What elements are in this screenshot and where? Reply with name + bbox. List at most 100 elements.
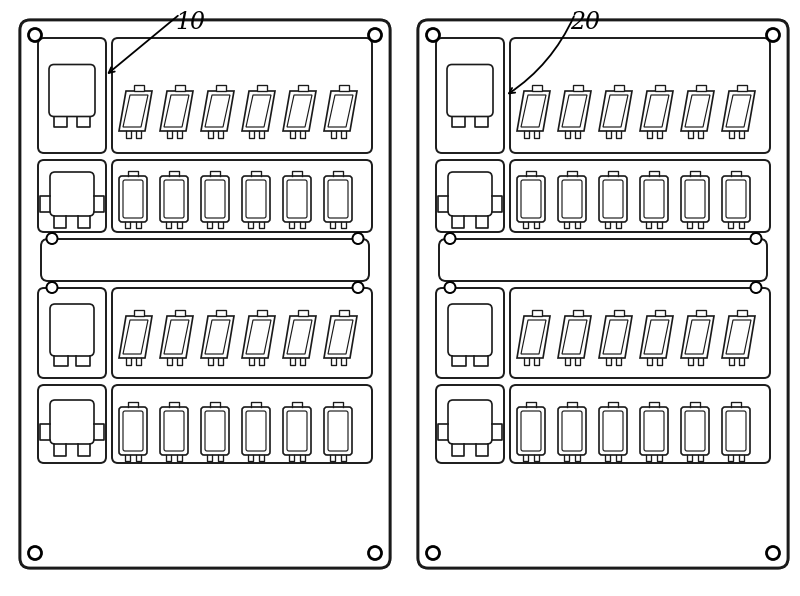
Polygon shape [697, 310, 706, 316]
Polygon shape [324, 316, 357, 358]
FancyBboxPatch shape [681, 176, 709, 222]
Polygon shape [644, 95, 669, 127]
Polygon shape [328, 95, 353, 127]
FancyBboxPatch shape [38, 288, 106, 378]
FancyBboxPatch shape [201, 176, 229, 222]
FancyBboxPatch shape [603, 411, 623, 451]
FancyBboxPatch shape [599, 407, 627, 455]
Circle shape [353, 282, 363, 293]
Polygon shape [726, 95, 751, 127]
Circle shape [46, 282, 58, 293]
Polygon shape [339, 310, 349, 316]
FancyBboxPatch shape [436, 288, 504, 378]
FancyBboxPatch shape [112, 160, 372, 232]
Polygon shape [640, 91, 673, 131]
FancyBboxPatch shape [246, 411, 266, 451]
FancyBboxPatch shape [38, 160, 106, 232]
Polygon shape [726, 320, 751, 354]
Polygon shape [533, 85, 542, 91]
Polygon shape [558, 316, 591, 358]
Text: 20: 20 [570, 11, 600, 34]
Polygon shape [599, 91, 632, 131]
FancyBboxPatch shape [640, 407, 668, 455]
FancyBboxPatch shape [510, 385, 770, 463]
Polygon shape [205, 320, 230, 354]
FancyBboxPatch shape [242, 176, 270, 222]
FancyBboxPatch shape [123, 411, 143, 451]
FancyBboxPatch shape [436, 385, 504, 463]
Polygon shape [123, 320, 148, 354]
FancyBboxPatch shape [726, 411, 746, 451]
FancyBboxPatch shape [201, 407, 229, 455]
FancyBboxPatch shape [510, 38, 770, 153]
Polygon shape [722, 91, 755, 131]
FancyBboxPatch shape [448, 304, 492, 356]
Polygon shape [217, 85, 226, 91]
FancyBboxPatch shape [328, 411, 348, 451]
FancyBboxPatch shape [119, 176, 147, 222]
FancyBboxPatch shape [112, 38, 372, 153]
Circle shape [46, 233, 58, 244]
Polygon shape [517, 91, 550, 131]
Polygon shape [164, 320, 189, 354]
FancyBboxPatch shape [448, 400, 492, 444]
Polygon shape [258, 85, 266, 91]
FancyBboxPatch shape [287, 411, 307, 451]
FancyBboxPatch shape [205, 180, 225, 218]
Polygon shape [738, 310, 746, 316]
FancyBboxPatch shape [283, 176, 311, 222]
FancyBboxPatch shape [517, 176, 545, 222]
FancyBboxPatch shape [436, 160, 504, 232]
Polygon shape [324, 91, 357, 131]
FancyBboxPatch shape [599, 176, 627, 222]
Polygon shape [644, 320, 669, 354]
FancyBboxPatch shape [324, 176, 352, 222]
Polygon shape [722, 316, 755, 358]
Polygon shape [201, 316, 234, 358]
FancyBboxPatch shape [287, 180, 307, 218]
FancyBboxPatch shape [164, 180, 184, 218]
Polygon shape [562, 320, 587, 354]
Polygon shape [283, 91, 316, 131]
Circle shape [29, 29, 42, 42]
Polygon shape [603, 95, 628, 127]
Circle shape [750, 233, 762, 244]
Polygon shape [517, 316, 550, 358]
FancyBboxPatch shape [123, 180, 143, 218]
Polygon shape [298, 85, 307, 91]
FancyBboxPatch shape [50, 172, 94, 216]
FancyBboxPatch shape [418, 20, 788, 568]
FancyBboxPatch shape [510, 160, 770, 232]
FancyBboxPatch shape [562, 411, 582, 451]
FancyBboxPatch shape [283, 407, 311, 455]
Text: 10: 10 [175, 11, 205, 34]
Polygon shape [123, 95, 148, 127]
FancyBboxPatch shape [328, 180, 348, 218]
FancyBboxPatch shape [49, 64, 95, 116]
FancyBboxPatch shape [722, 407, 750, 455]
FancyBboxPatch shape [164, 411, 184, 451]
Circle shape [369, 29, 382, 42]
Polygon shape [655, 310, 665, 316]
Polygon shape [160, 316, 193, 358]
Polygon shape [521, 320, 546, 354]
Circle shape [445, 233, 455, 244]
FancyBboxPatch shape [160, 176, 188, 222]
FancyBboxPatch shape [521, 411, 541, 451]
Circle shape [750, 282, 762, 293]
Polygon shape [685, 320, 710, 354]
Polygon shape [258, 310, 266, 316]
Polygon shape [685, 95, 710, 127]
FancyBboxPatch shape [685, 411, 705, 451]
Circle shape [369, 547, 382, 560]
Polygon shape [175, 310, 185, 316]
FancyBboxPatch shape [685, 180, 705, 218]
FancyBboxPatch shape [681, 407, 709, 455]
Circle shape [353, 233, 363, 244]
Polygon shape [640, 316, 673, 358]
FancyBboxPatch shape [722, 176, 750, 222]
Polygon shape [574, 85, 582, 91]
Polygon shape [562, 95, 587, 127]
FancyBboxPatch shape [558, 176, 586, 222]
FancyBboxPatch shape [324, 407, 352, 455]
